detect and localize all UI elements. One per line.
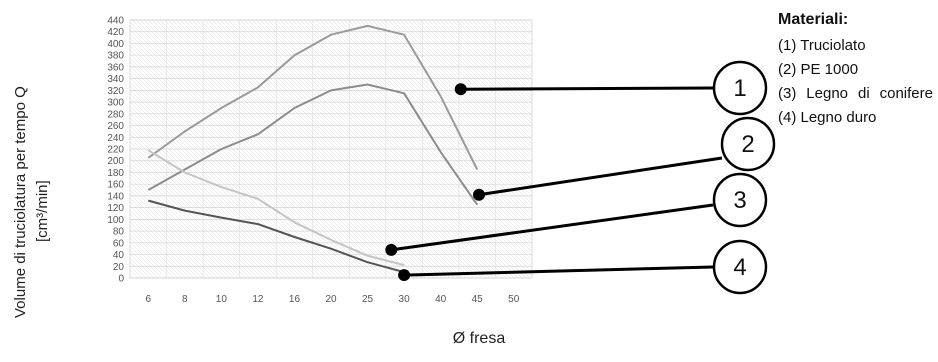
y-tick-label: 60 <box>113 238 125 249</box>
callout-label-3: 3 <box>733 187 746 214</box>
y-tick-label: 120 <box>107 203 124 214</box>
legend-item-4: (4) Legno duro <box>778 109 877 126</box>
legend: Materiali: (1) Truciolato (2) PE 1000 (3… <box>778 8 933 130</box>
x-tick-label: 10 <box>216 294 228 305</box>
legend-item-2: (2) PE 1000 <box>778 61 859 78</box>
x-tick-label: 50 <box>508 294 520 305</box>
y-tick-label: 340 <box>107 74 124 85</box>
y-tick-label: 440 <box>107 16 124 27</box>
callout-dot-3 <box>385 243 398 256</box>
y-axis-label: Volume di truciolatura per tempo Q [cm³/… <box>4 6 64 318</box>
x-tick-label: 16 <box>289 294 301 305</box>
y-tick-label: 0 <box>118 274 124 285</box>
series-line-3 <box>147 149 405 267</box>
callout-label-2: 2 <box>741 131 754 158</box>
callout-dot-1 <box>454 83 467 96</box>
legend-item-1: (1) Truciolato <box>778 37 866 54</box>
x-tick-label: 20 <box>325 294 337 305</box>
y-tick-label: 380 <box>107 51 124 62</box>
x-tick-label: 40 <box>435 294 447 305</box>
legend-item-3: (3) Legno di conifere <box>778 82 933 106</box>
x-tick-label: 8 <box>182 294 188 305</box>
callout-circle-3 <box>712 172 768 228</box>
y-tick-label: 260 <box>107 121 124 132</box>
series-lines <box>147 24 479 274</box>
y-axis-label-line1: Volume di truciolatura per tempo Q <box>12 86 29 318</box>
callout-leader-1 <box>460 86 714 91</box>
x-tick-label: 12 <box>252 294 264 305</box>
y-tick-label: 220 <box>107 145 124 156</box>
y-tick-label: 140 <box>107 191 124 202</box>
legend-item-3-text: (3) Legno di conifere <box>778 85 933 102</box>
x-axis-label: Ø fresa <box>452 330 506 347</box>
callout-circle-2 <box>720 116 776 172</box>
x-tick-label: 25 <box>362 294 374 305</box>
y-tick-labels: 0204060801001201401601802002202402602803… <box>107 16 124 285</box>
series-line-4 <box>148 199 405 274</box>
y-tick-label: 280 <box>107 109 124 120</box>
y-tick-label: 40 <box>113 250 125 261</box>
callout-leader-3 <box>391 203 714 252</box>
callout-circle-1 <box>712 60 768 116</box>
callout-label-1: 1 <box>733 75 746 102</box>
y-tick-label: 420 <box>107 27 124 38</box>
callout-circle-4 <box>712 239 768 295</box>
callout-label-4: 4 <box>733 254 746 281</box>
callout-leader-4 <box>404 265 714 277</box>
y-tick-label: 20 <box>113 262 125 273</box>
y-axis-label-line2: [cm³/min] <box>34 180 51 242</box>
y-tick-label: 180 <box>107 168 124 179</box>
y-tick-label: 240 <box>107 133 124 144</box>
series-line-2 <box>147 83 479 206</box>
x-tick-label: 6 <box>145 294 151 305</box>
callout-dot-4 <box>398 269 411 282</box>
y-tick-label: 400 <box>107 39 124 50</box>
x-tick-label: 45 <box>472 294 484 305</box>
grid-lines <box>129 19 533 279</box>
y-tick-label: 360 <box>107 62 124 73</box>
y-tick-label: 300 <box>107 98 124 109</box>
series-line-1 <box>147 24 479 170</box>
legend-title: Materiali: <box>778 11 849 28</box>
callouts: 1 2 3 4 <box>385 60 776 295</box>
x-tick-labels: 6 8 10 12 16 20 25 30 40 45 50 <box>145 294 519 305</box>
y-tick-label: 100 <box>107 215 124 226</box>
callout-dot-2 <box>473 188 486 201</box>
y-tick-label: 200 <box>107 156 124 167</box>
y-tick-label: 320 <box>107 86 124 97</box>
y-tick-label: 160 <box>107 180 124 191</box>
callout-leader-2 <box>478 156 723 197</box>
x-tick-label: 30 <box>399 294 411 305</box>
y-tick-label: 80 <box>113 227 125 238</box>
